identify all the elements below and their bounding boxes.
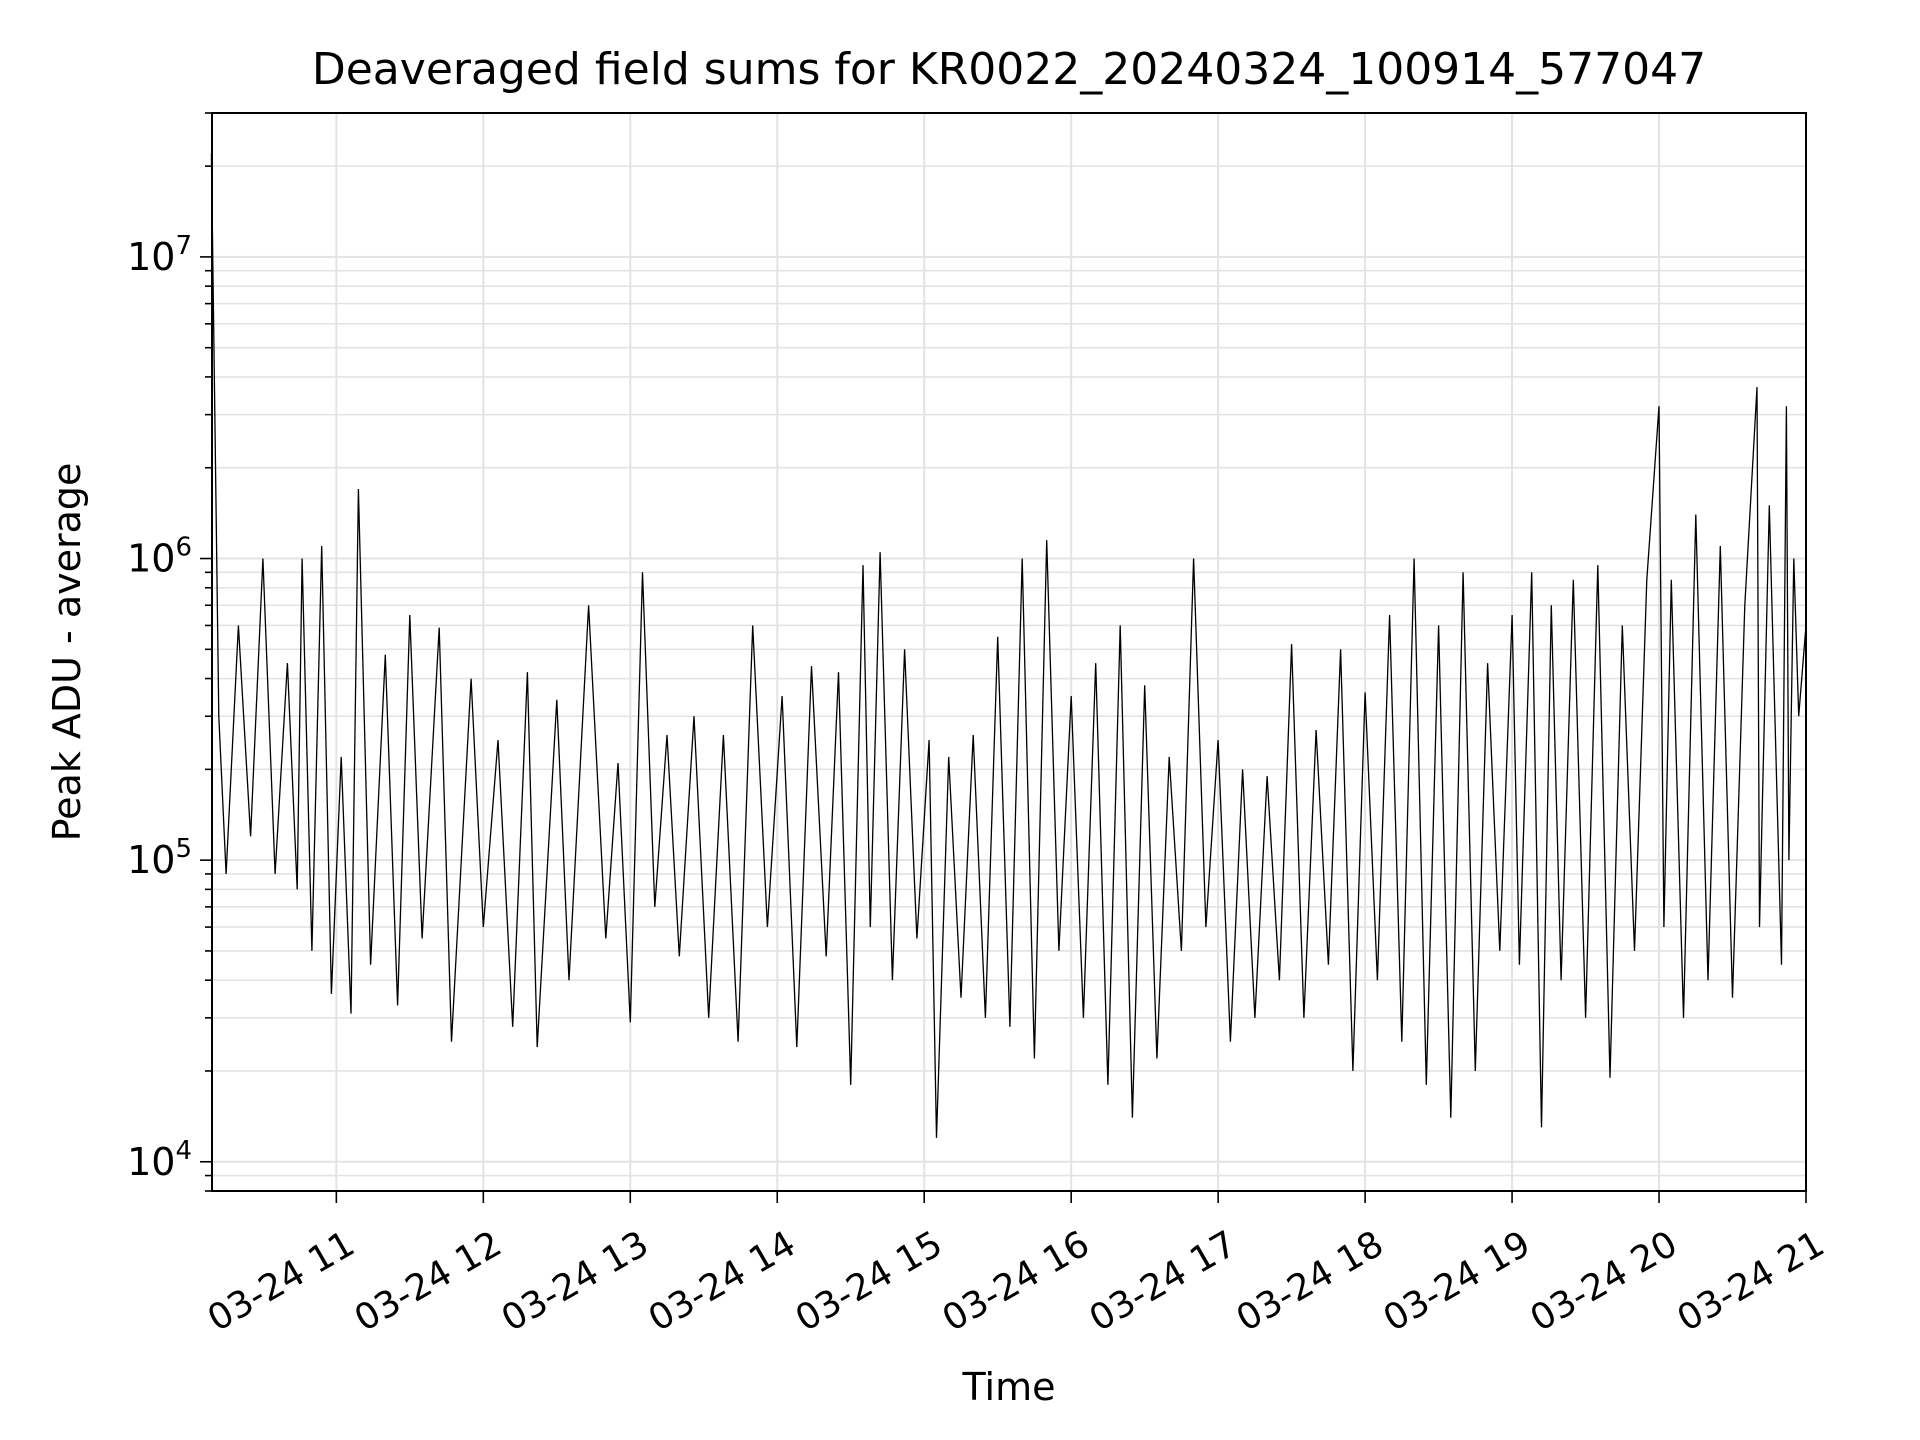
y-tick-base: 10 (127, 1140, 175, 1184)
y-tick-exponent: 7 (175, 231, 192, 261)
series-line (210, 153, 1807, 1138)
y-tick-base: 10 (127, 838, 175, 882)
y-tick-exponent: 4 (175, 1136, 192, 1166)
y-tick-exponent: 6 (175, 533, 192, 563)
plot-frame (211, 112, 1807, 1192)
x-axis-label: Time (962, 1365, 1056, 1409)
y-tick-label: 105 (127, 834, 192, 882)
y-tick-label: 106 (127, 533, 192, 581)
chart-title: Deaveraged field sums for KR0022_2024032… (312, 44, 1706, 95)
y-tick-base: 10 (127, 235, 175, 279)
y-tick-base: 10 (127, 537, 175, 581)
y-tick-label: 107 (127, 231, 192, 279)
y-axis-label: Peak ADU - average (45, 463, 89, 842)
y-tick-exponent: 5 (175, 834, 192, 864)
gridlines (212, 112, 1807, 1192)
y-tick-label: 104 (127, 1136, 192, 1184)
